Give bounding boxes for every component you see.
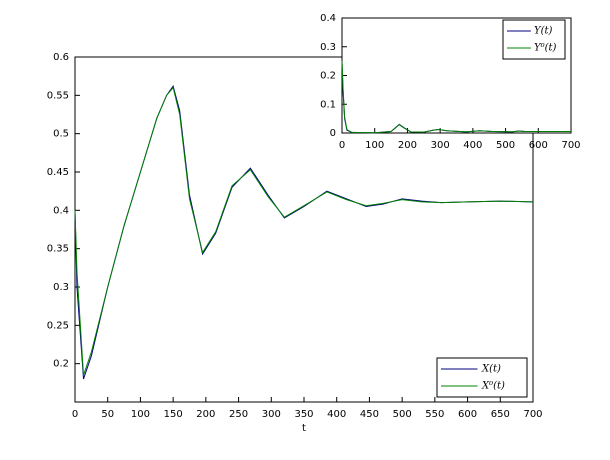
y-tick-label: 0.6 — [53, 52, 69, 63]
x-tick-label: 300 — [262, 409, 281, 420]
y-tick-label: 0.3 — [53, 282, 69, 293]
x-tick-label: 400 — [463, 140, 482, 151]
x-tick-label: 700 — [561, 140, 580, 151]
y-tick-label: 0.3 — [320, 42, 336, 53]
y-tick-label: 0.55 — [47, 90, 69, 101]
x-tick-label: 200 — [196, 409, 215, 420]
y-tick-label: 0.45 — [47, 167, 69, 178]
x-tick-label: 50 — [101, 409, 114, 420]
x-tick-label: 600 — [529, 140, 548, 151]
y-tick-label: 0.25 — [47, 320, 69, 331]
x-tick-label: 500 — [393, 409, 412, 420]
y-tick-label: 0 — [330, 128, 336, 139]
x-tick-label: 100 — [365, 140, 384, 151]
x-tick-label: 150 — [164, 409, 183, 420]
x-tick-label: 500 — [496, 140, 515, 151]
legend-box — [502, 19, 566, 60]
y-tick-label: 0.2 — [320, 71, 336, 82]
y-tick-label: 0.35 — [47, 244, 69, 255]
y-tick-label: 0.4 — [53, 205, 69, 216]
x-tick-label: 600 — [458, 409, 477, 420]
y-tick-label: 0.2 — [53, 359, 69, 370]
x-tick-label: 200 — [398, 140, 417, 151]
x-tick-label: 300 — [431, 140, 450, 151]
x-tick-label: 250 — [229, 409, 248, 420]
x-axis-label: t — [302, 423, 306, 434]
x-tick-label: 100 — [131, 409, 150, 420]
y-tick-label: 0.5 — [53, 129, 69, 140]
x-tick-label: 0 — [72, 409, 78, 420]
series-line — [74, 86, 534, 376]
series-line — [341, 61, 571, 134]
y-tick-label: 0.4 — [320, 13, 336, 24]
legend-label: Y(t) — [534, 26, 553, 37]
plot: 0 100 200 300 400 500 600 700 0 0.1 0.2 0.3 0.4 Y(t) Y… — [320, 13, 580, 151]
x-tick-label: 700 — [523, 409, 542, 420]
x-tick-label: 350 — [294, 409, 313, 420]
x-tick-label: 400 — [327, 409, 346, 420]
y-tick-label: 0.1 — [320, 99, 336, 110]
x-tick-label: 650 — [491, 409, 510, 420]
legend-label: X⁰(t) — [481, 381, 505, 392]
legend-box — [436, 357, 528, 398]
x-tick-label: 550 — [425, 409, 444, 420]
legend-label: Y⁰(t) — [534, 43, 557, 54]
legend-label: X(t) — [481, 364, 501, 375]
x-tick-label: 0 — [339, 140, 345, 151]
x-tick-label: 450 — [360, 409, 379, 420]
